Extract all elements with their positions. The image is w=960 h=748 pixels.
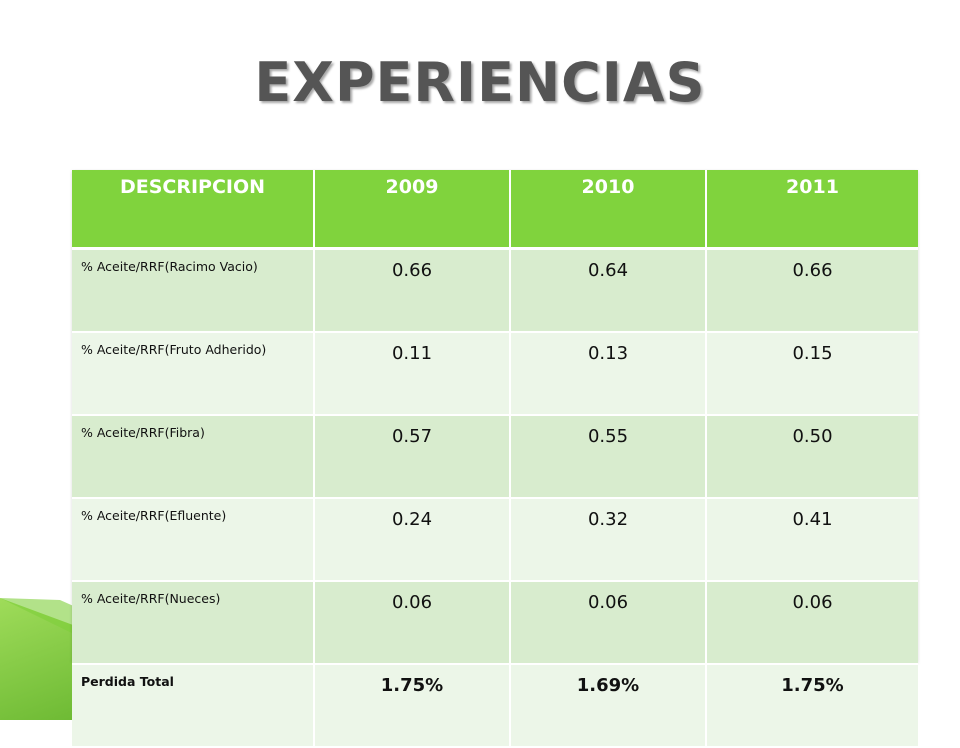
row-label: % Aceite/RRF(Fibra) xyxy=(72,415,315,499)
row-label: % Aceite/RRF(Racimo Vacio) xyxy=(72,248,315,333)
cell-2010: 0.64 xyxy=(510,248,707,333)
total-2010: 1.69% xyxy=(510,664,707,748)
cell-2011: 0.06 xyxy=(706,581,918,665)
cell-2009: 0.06 xyxy=(314,581,511,665)
cell-2009: 0.24 xyxy=(314,498,511,582)
cell-2010: 0.55 xyxy=(510,415,707,499)
header-2009: 2009 xyxy=(314,170,511,250)
table-header-row: DESCRIPCION 2009 2010 2011 xyxy=(72,170,918,250)
cell-2010: 0.32 xyxy=(510,498,707,582)
cell-2010: 0.06 xyxy=(510,581,707,665)
header-2010: 2010 xyxy=(510,170,707,250)
total-2009: 1.75% xyxy=(314,664,511,748)
total-row: Perdida Total 1.75% 1.69% 1.75% xyxy=(72,664,918,748)
cell-2011: 0.41 xyxy=(706,498,918,582)
cell-2009: 0.57 xyxy=(314,415,511,499)
cell-2010: 0.13 xyxy=(510,332,707,416)
header-descripcion: DESCRIPCION xyxy=(72,170,315,250)
table-row: % Aceite/RRF(Efluente) 0.24 0.32 0.41 xyxy=(72,498,918,582)
cell-2009: 0.11 xyxy=(314,332,511,416)
cell-2011: 0.50 xyxy=(706,415,918,499)
total-2011: 1.75% xyxy=(706,664,918,748)
row-label: % Aceite/RRF(Efluente) xyxy=(72,498,315,582)
cell-2009: 0.66 xyxy=(314,248,511,333)
table-row: % Aceite/RRF(Racimo Vacio) 0.66 0.64 0.6… xyxy=(72,248,918,333)
header-2011: 2011 xyxy=(706,170,918,250)
losses-table: DESCRIPCION 2009 2010 2011 % Aceite/RRF(… xyxy=(72,170,918,748)
table-row: % Aceite/RRF(Nueces) 0.06 0.06 0.06 xyxy=(72,581,918,665)
cell-2011: 0.15 xyxy=(706,332,918,416)
row-label: % Aceite/RRF(Fruto Adherido) xyxy=(72,332,315,416)
cell-2011: 0.66 xyxy=(706,248,918,333)
row-label: % Aceite/RRF(Nueces) xyxy=(72,581,315,665)
table-row: % Aceite/RRF(Fibra) 0.57 0.55 0.50 xyxy=(72,415,918,499)
slide-title: EXPERIENCIAS xyxy=(254,51,706,114)
losses-table-container: DESCRIPCION 2009 2010 2011 % Aceite/RRF(… xyxy=(72,170,918,748)
total-label: Perdida Total xyxy=(72,664,315,748)
table-row: % Aceite/RRF(Fruto Adherido) 0.11 0.13 0… xyxy=(72,332,918,416)
